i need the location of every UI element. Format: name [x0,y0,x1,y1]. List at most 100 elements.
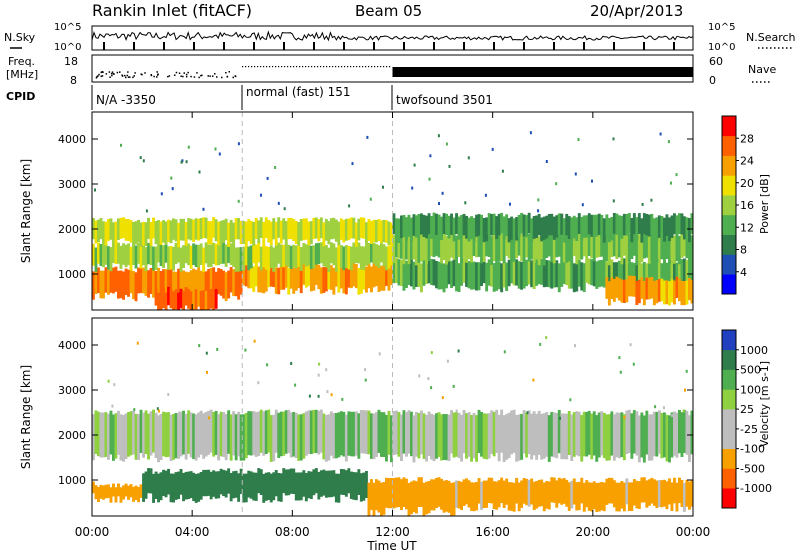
heatmap-cell [179,268,183,295]
heatmap-cell [227,270,231,299]
heatmap-cell [427,481,431,514]
heatmap-cell [344,218,348,241]
heatmap-cell [208,416,211,420]
heatmap-cell [294,412,298,458]
heatmap-cell [92,271,95,300]
heatmap-cell [402,235,406,265]
heatmap-cell [169,246,173,270]
frequency-point [116,71,119,74]
heatmap-cell [182,472,185,502]
heatmap-cell [670,482,674,511]
heatmap-cell [623,415,626,419]
colorbar-swatch [722,214,736,235]
heatmap-cell [367,219,371,241]
heatmap-cell [497,480,501,508]
heatmap-cell [655,480,659,508]
heatmap-cell [607,218,611,243]
heatmap-cell [432,231,436,258]
heatmap-cell [344,414,348,462]
heatmap-cell [349,217,353,239]
heatmap-cell [652,479,656,506]
heatmap-cell [312,217,316,239]
heatmap-cell [477,478,481,504]
heatmap-cell [94,220,98,244]
heatmap-cell [162,245,165,268]
heatmap-cell [460,481,463,510]
heatmap-cell [92,481,95,494]
heatmap-cell [194,218,198,240]
heatmap-cell [284,243,288,266]
heatmap-cell [347,411,351,456]
heatmap-cell [595,261,599,289]
heatmap-cell [267,263,271,288]
heatmap-cell [532,378,535,382]
heatmap-cell [269,263,273,287]
heatmap-cell [437,412,441,457]
nave-point [329,66,331,68]
heatmap-cell [425,481,428,515]
heatmap-cell [372,413,376,460]
heatmap-cell [219,220,223,244]
heatmap-cell [510,410,514,455]
noise-left-tick-bottom: 10^0 [54,42,81,53]
heatmap-cell [184,242,188,264]
heatmap-cell [380,220,383,243]
heatmap-cell [302,470,306,497]
heatmap-cell [650,198,653,202]
heatmap-cell [309,410,313,455]
heatmap-cell [317,471,321,500]
heatmap-cell [133,408,136,412]
heatmap-cell [219,269,223,296]
colorbar-tick-label: -500 [740,462,765,475]
heatmap-cell [319,470,323,497]
heatmap-cell [442,480,446,513]
heatmap-cell [570,217,574,242]
heatmap-cell [267,220,271,243]
heatmap-cell [520,480,524,508]
heatmap-cell [229,414,233,461]
heatmap-cell [526,411,529,415]
heatmap-cell [660,480,664,508]
heatmap-cell [637,260,641,287]
heatmap-cell [337,412,341,458]
heatmap-cell [400,259,403,286]
heatmap-cell [665,214,669,236]
heatmap-cell [545,260,549,287]
heatmap-cell [435,230,438,256]
heatmap-cell [342,246,346,271]
heatmap-cell [167,268,170,296]
heatmap-cell [279,244,283,267]
heatmap-cell [139,222,143,247]
heatmap-cell [164,221,168,245]
heatmap-cell [587,258,591,285]
heatmap-cell [557,213,561,235]
heatmap-cell [262,473,266,503]
heatmap-cell [156,407,159,411]
heatmap-cell [94,410,98,454]
heatmap-cell [652,281,656,306]
heatmap-cell [202,207,205,211]
heatmap-cell [537,209,540,213]
heatmap-cell [550,477,554,503]
heatmap-cell [537,258,541,285]
heatmap-cell [204,469,208,497]
cpid-segment-2: normal (fast) 151 [246,85,350,99]
heatmap-cell [555,182,558,186]
heatmap-cell [319,267,323,294]
heatmap-cell [535,233,539,260]
heatmap-cell [252,242,256,264]
heatmap-cell [400,215,403,238]
heatmap-cell [249,264,253,289]
heatmap-cell [565,479,569,507]
heatmap-cell [187,471,191,499]
heatmap-cell [492,213,496,235]
heatmap-cell [214,471,218,499]
heatmap-cell [625,214,629,236]
heatmap-cell [377,480,381,513]
frequency-trace [95,66,693,79]
heatmap-cell [124,244,128,268]
heatmap-cell [122,217,125,238]
heatmap-cell [329,411,333,456]
heatmap-cell [547,481,551,510]
